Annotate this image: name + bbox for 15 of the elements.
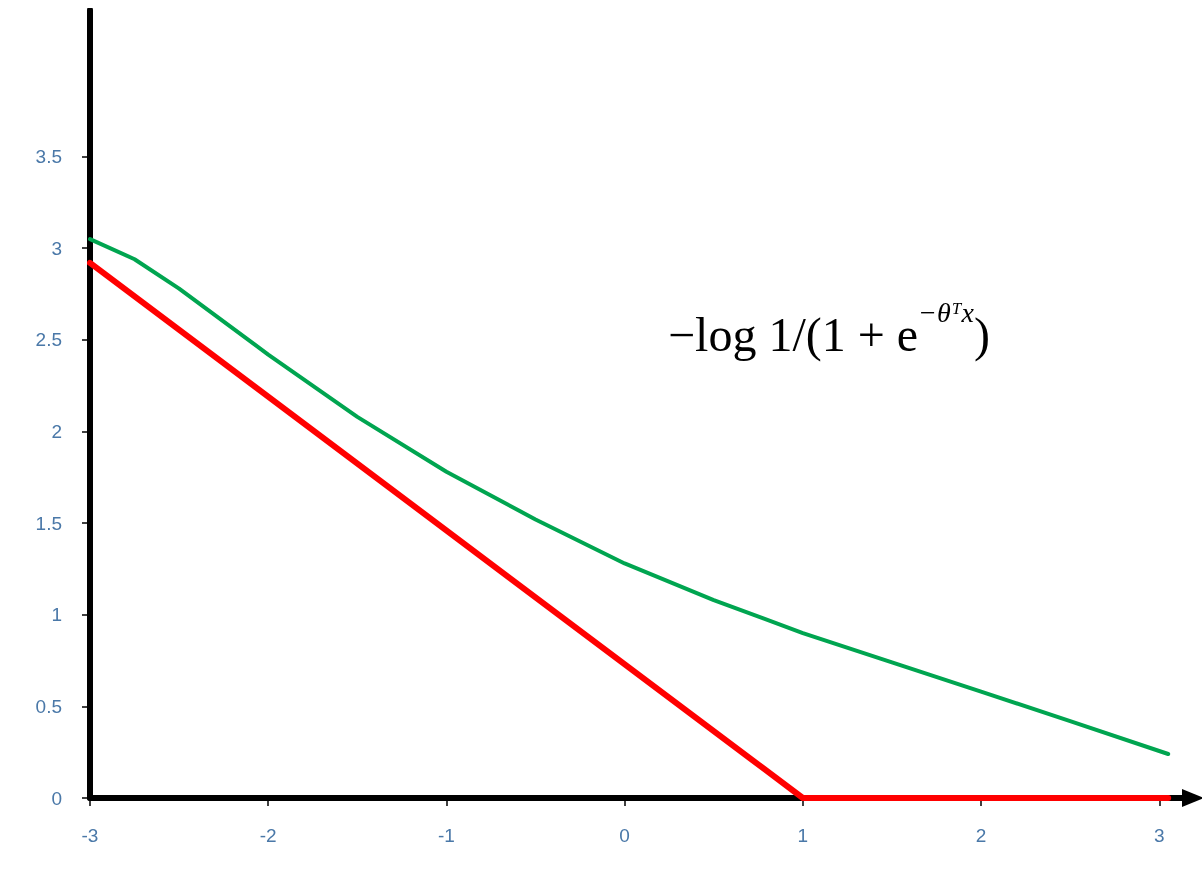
x-tick-label: -2: [259, 825, 277, 846]
x-tick-label: 2: [975, 825, 987, 846]
x-tick-label: -1: [437, 825, 455, 846]
x-tick-label: 3: [1153, 825, 1165, 846]
y-tick-label: 1: [51, 604, 62, 626]
y-tick-label: 2: [51, 420, 62, 442]
x-tick-label: 1: [797, 825, 809, 846]
y-tick-label: 3: [51, 237, 62, 259]
y-tick-label: 1.5: [35, 512, 62, 534]
x-tick-label: -3: [81, 825, 99, 846]
x-tick-label: 0: [619, 825, 630, 846]
y-tick-label: 3.5: [35, 146, 62, 168]
y-tick-label: 2.5: [35, 329, 62, 351]
y-tick-label: 0.5: [35, 695, 62, 717]
y-tick-label: 0: [51, 787, 62, 809]
